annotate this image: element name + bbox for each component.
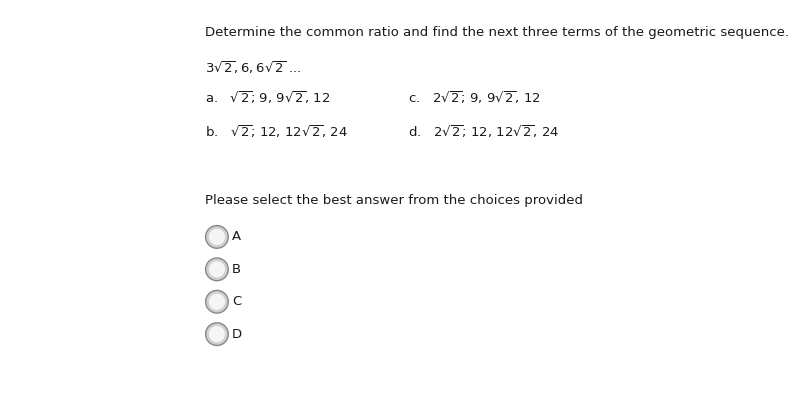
Circle shape: [209, 294, 225, 310]
Circle shape: [209, 326, 225, 342]
Text: a.   $\sqrt{2}$; 9, 9$\sqrt{2}$, 12: a. $\sqrt{2}$; 9, 9$\sqrt{2}$, 12: [205, 89, 330, 106]
Text: b.   $\sqrt{2}$; 12, 12$\sqrt{2}$, 24: b. $\sqrt{2}$; 12, 12$\sqrt{2}$, 24: [205, 124, 348, 140]
Text: c.   2$\sqrt{2}$; 9, 9$\sqrt{2}$, 12: c. 2$\sqrt{2}$; 9, 9$\sqrt{2}$, 12: [408, 89, 541, 106]
Text: A: A: [232, 230, 241, 243]
Circle shape: [209, 261, 225, 277]
Text: Determine the common ratio and find the next three terms of the geometric sequen: Determine the common ratio and find the …: [205, 26, 789, 39]
Circle shape: [206, 258, 228, 281]
Circle shape: [206, 323, 228, 345]
Text: Please select the best answer from the choices provided: Please select the best answer from the c…: [205, 194, 582, 207]
Text: D: D: [232, 328, 242, 341]
Text: $3\sqrt{2}, 6, 6\sqrt{2}$ ...: $3\sqrt{2}, 6, 6\sqrt{2}$ ...: [205, 59, 302, 75]
Circle shape: [206, 226, 228, 248]
Text: C: C: [232, 295, 241, 308]
Text: B: B: [232, 263, 241, 276]
Text: d.   2$\sqrt{2}$; 12, 12$\sqrt{2}$, 24: d. 2$\sqrt{2}$; 12, 12$\sqrt{2}$, 24: [408, 124, 559, 140]
Circle shape: [209, 229, 225, 245]
Circle shape: [206, 290, 228, 313]
